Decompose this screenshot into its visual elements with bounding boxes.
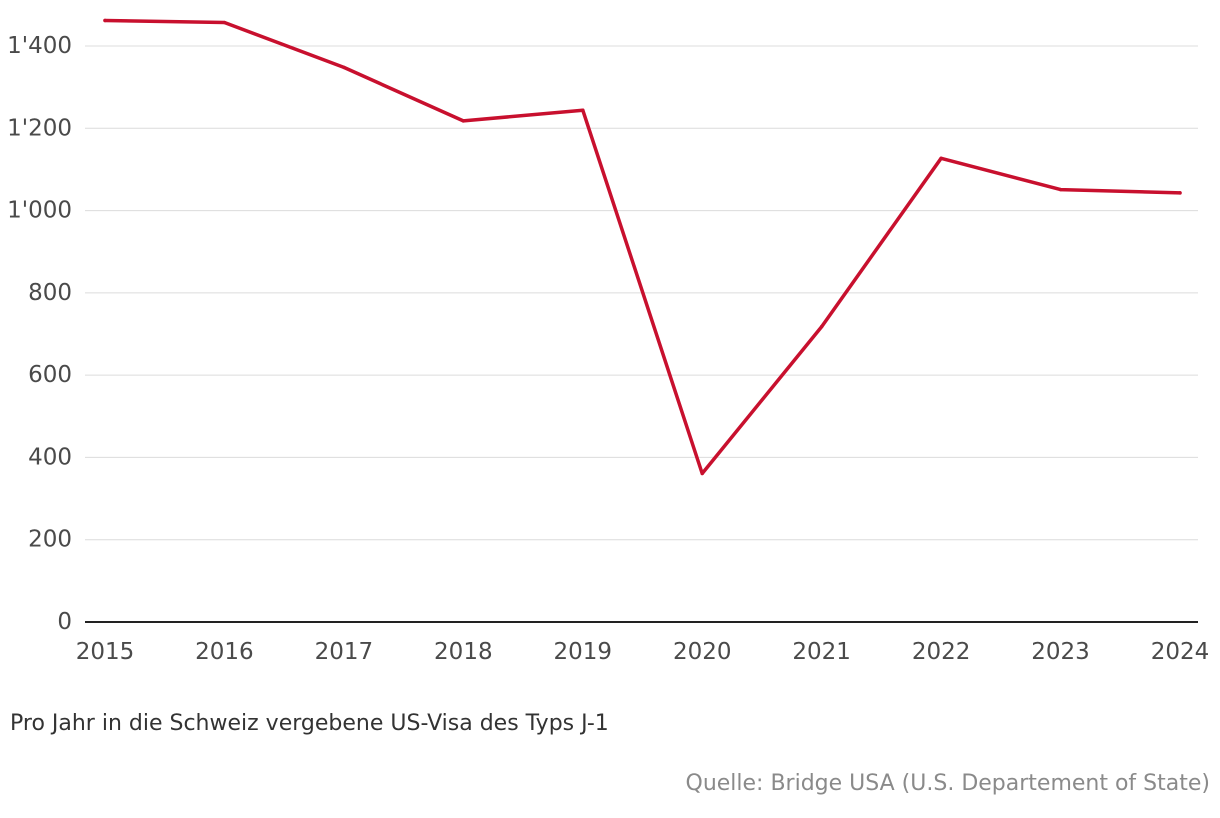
x-tick-label: 2016 bbox=[195, 639, 254, 665]
x-tick-label: 2019 bbox=[554, 639, 613, 665]
series-layer bbox=[103, 18, 1182, 476]
data-point bbox=[1058, 187, 1063, 192]
data-point bbox=[342, 65, 346, 70]
data-point bbox=[1178, 191, 1182, 195]
y-tick-label: 1'400 bbox=[7, 33, 72, 59]
y-tick-label: 200 bbox=[28, 527, 72, 553]
y-tick-label: 0 bbox=[57, 609, 72, 635]
y-tick-label: 600 bbox=[28, 362, 72, 388]
data-point bbox=[103, 18, 107, 23]
chart-source: Quelle: Bridge USA (U.S. Departement of … bbox=[685, 771, 1211, 796]
x-tick-label: 2015 bbox=[76, 639, 135, 665]
x-tick-label: 2020 bbox=[673, 639, 732, 665]
data-point bbox=[581, 108, 585, 112]
y-tick-label: 1'200 bbox=[7, 115, 72, 141]
data-point bbox=[222, 20, 227, 25]
series-line bbox=[103, 18, 1182, 476]
data-point bbox=[939, 156, 943, 161]
y-tick-label: 800 bbox=[28, 280, 72, 306]
x-tick-label: 2017 bbox=[315, 639, 374, 665]
x-tick-label: 2018 bbox=[434, 639, 493, 665]
x-tick-label: 2022 bbox=[912, 639, 971, 665]
x-axis-ticks: 2015 2016 2017 2018 2019 2020 2021 2022 2023 2024 bbox=[76, 639, 1210, 665]
gridlines bbox=[85, 45, 1198, 541]
y-tick-label: 1'000 bbox=[7, 198, 72, 224]
x-tick-label: 2024 bbox=[1151, 639, 1210, 665]
x-tick-label: 2021 bbox=[792, 639, 851, 665]
chart-caption: Pro Jahr in die Schweiz vergebene US-Vis… bbox=[10, 711, 609, 736]
y-tick-label: 400 bbox=[28, 444, 72, 470]
data-point bbox=[461, 119, 466, 123]
data-point bbox=[700, 471, 704, 476]
data-point bbox=[819, 324, 824, 329]
x-tick-label: 2023 bbox=[1031, 639, 1090, 665]
y-axis-ticks: 0 200 400 600 800 1'000 1'200 1'400 bbox=[7, 33, 72, 635]
